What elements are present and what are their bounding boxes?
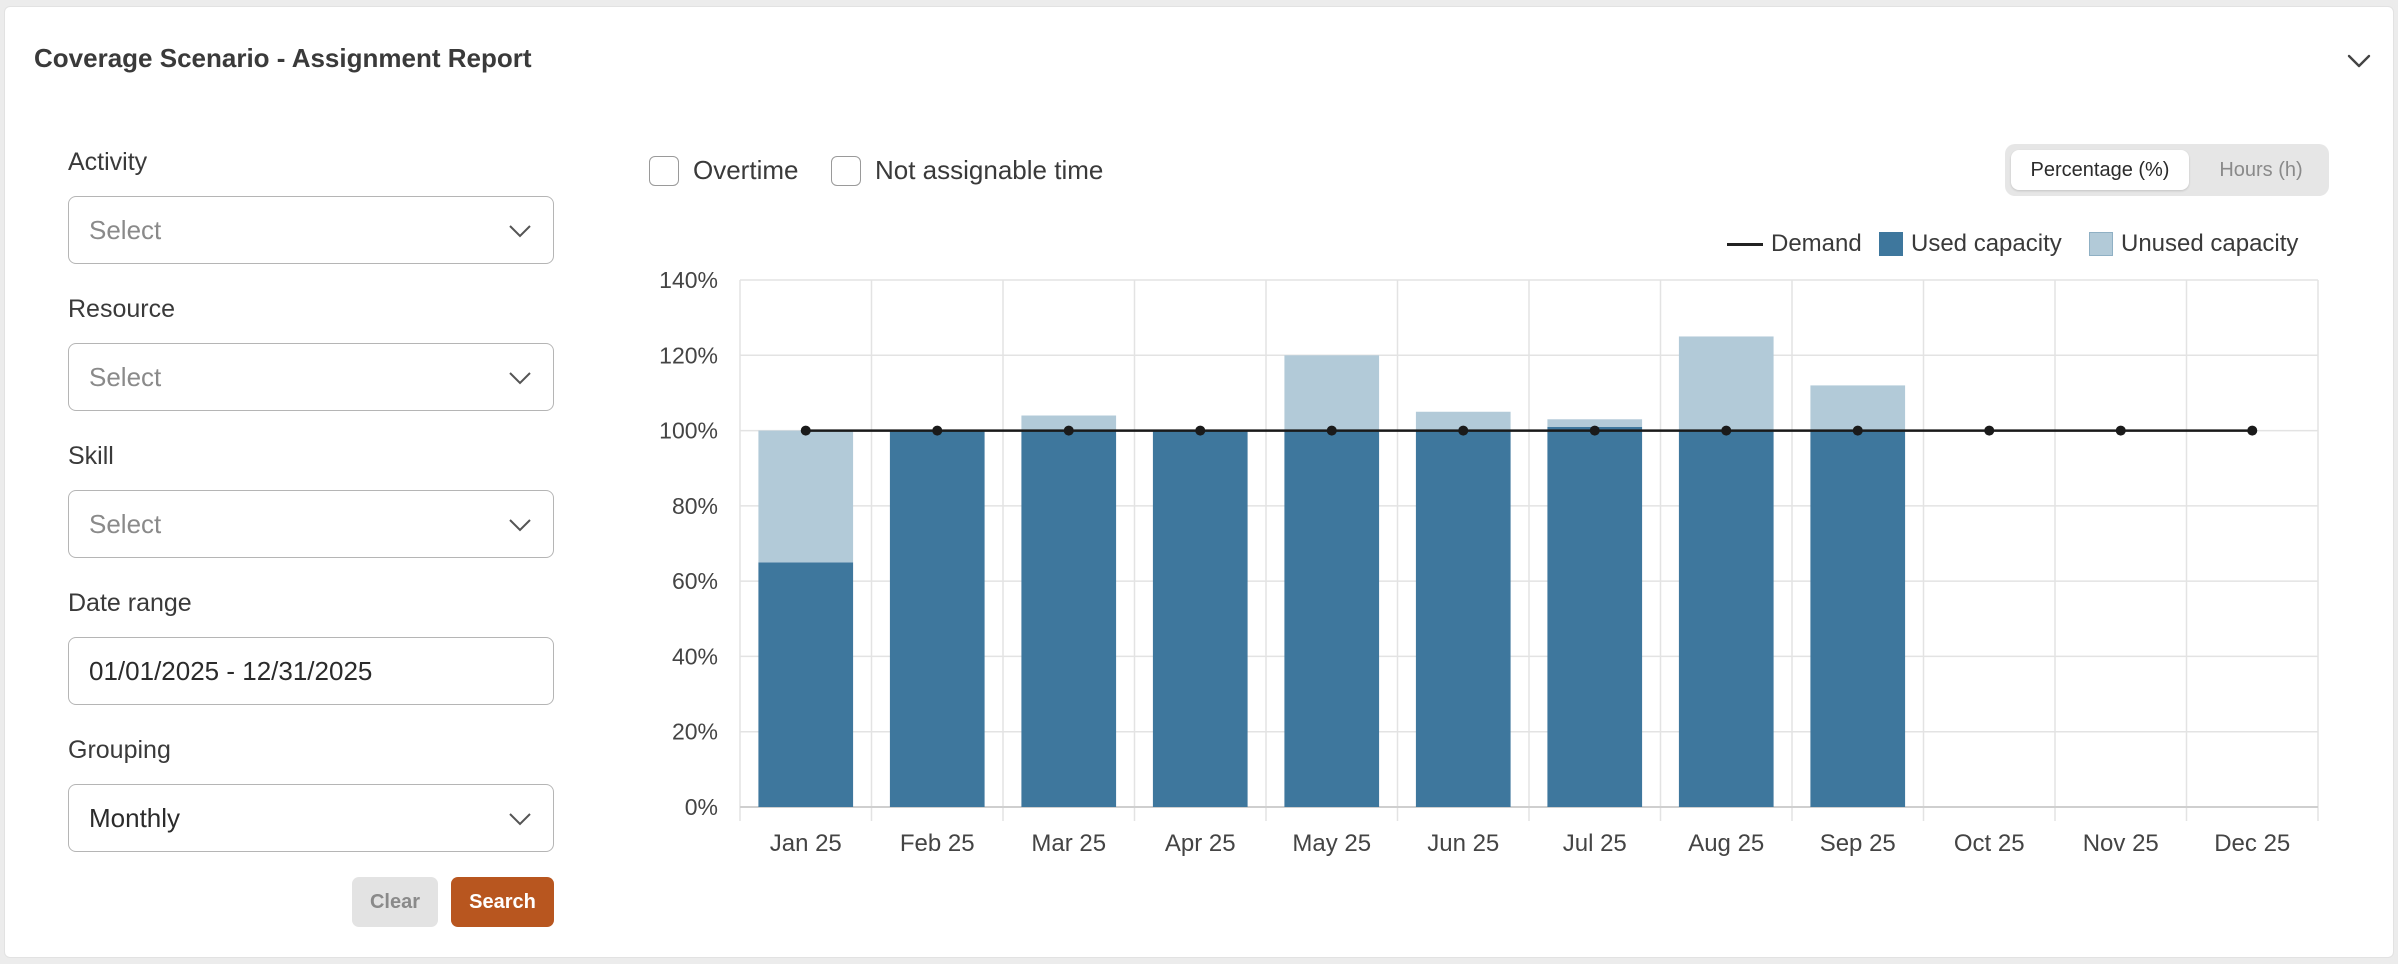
- date-range-input[interactable]: 01/01/2025 - 12/31/2025: [68, 637, 554, 705]
- legend-unused[interactable]: Unused capacity: [2089, 230, 2298, 258]
- bar-unused-capacity[interactable]: [1284, 355, 1380, 431]
- grouping-label: Grouping: [68, 736, 171, 764]
- chevron-down-icon: [509, 813, 531, 826]
- skill-select[interactable]: Select: [68, 490, 554, 558]
- report-title: Coverage Scenario - Assignment Report: [34, 43, 532, 73]
- skill-label: Skill: [68, 442, 114, 470]
- demand-point[interactable]: [932, 425, 943, 436]
- y-tick-label: 40%: [672, 643, 718, 669]
- legend-used-label: Used capacity: [1911, 230, 2062, 257]
- x-tick-label: Jan 25: [770, 830, 842, 857]
- unit-toggle: Percentage (%) Hours (h): [2005, 144, 2329, 196]
- chevron-down-icon: [2347, 54, 2371, 68]
- legend-used[interactable]: Used capacity: [1879, 230, 2062, 258]
- demand-point[interactable]: [2247, 425, 2258, 436]
- bar-unused-capacity[interactable]: [1810, 385, 1906, 431]
- resource-select[interactable]: Select: [68, 343, 554, 411]
- x-tick-label: Dec 25: [2214, 830, 2290, 857]
- demand-swatch: [1727, 242, 1763, 246]
- checkbox-box[interactable]: [831, 155, 861, 186]
- unused-swatch: [2089, 232, 2113, 256]
- chevron-down-icon: [509, 519, 531, 532]
- bar-used-capacity[interactable]: [1152, 430, 1248, 807]
- bar-used-capacity[interactable]: [1415, 430, 1511, 807]
- y-tick-label: 120%: [659, 342, 718, 368]
- demand-point[interactable]: [1721, 425, 1732, 436]
- y-tick-label: 100%: [659, 418, 718, 444]
- resource-placeholder: Select: [89, 362, 162, 392]
- hours-toggle-option[interactable]: Hours (h): [2219, 159, 2303, 181]
- demand-point[interactable]: [1589, 425, 1600, 436]
- x-tick-label: Nov 25: [2083, 830, 2159, 857]
- demand-point[interactable]: [1852, 425, 1863, 436]
- legend-unused-label: Unused capacity: [2121, 230, 2299, 257]
- y-tick-label: 80%: [672, 493, 718, 519]
- x-tick-label: Jul 25: [1563, 830, 1627, 857]
- bar-used-capacity[interactable]: [1547, 426, 1643, 807]
- checkbox-box[interactable]: [649, 155, 679, 186]
- activity-placeholder: Select: [89, 215, 162, 245]
- legend-demand[interactable]: Demand: [1727, 230, 1862, 258]
- x-tick-label: Jun 25: [1427, 830, 1499, 857]
- demand-point[interactable]: [2115, 425, 2126, 436]
- x-tick-label: Aug 25: [1688, 830, 1764, 857]
- date-range-value: 01/01/2025 - 12/31/2025: [89, 656, 373, 686]
- x-tick-label: Sep 25: [1820, 830, 1896, 857]
- demand-point[interactable]: [800, 425, 811, 436]
- x-tick-label: Mar 25: [1031, 830, 1106, 857]
- used-swatch: [1879, 232, 1903, 256]
- collapse-button[interactable]: [2341, 43, 2377, 79]
- demand-point[interactable]: [1458, 425, 1469, 436]
- overtime-checkbox[interactable]: Overtime: [649, 155, 798, 186]
- demand-point[interactable]: [1063, 425, 1074, 436]
- bar-unused-capacity[interactable]: [1678, 336, 1774, 431]
- grouping-select[interactable]: Monthly: [68, 784, 554, 852]
- bar-unused-capacity[interactable]: [1547, 419, 1643, 427]
- bar-unused-capacity[interactable]: [758, 430, 854, 563]
- legend-demand-label: Demand: [1771, 230, 1862, 257]
- y-tick-label: 60%: [672, 568, 718, 594]
- percentage-toggle-option[interactable]: Percentage (%): [2011, 150, 2189, 190]
- bar-unused-capacity[interactable]: [1021, 415, 1117, 431]
- chevron-down-icon: [509, 225, 531, 238]
- chevron-down-icon: [509, 372, 531, 385]
- x-tick-label: Oct 25: [1954, 830, 2025, 857]
- bar-used-capacity[interactable]: [1810, 430, 1906, 807]
- bar-used-capacity[interactable]: [889, 430, 985, 807]
- bar-unused-capacity[interactable]: [1415, 411, 1511, 431]
- demand-point[interactable]: [1984, 425, 1995, 436]
- activity-select[interactable]: Select: [68, 196, 554, 264]
- y-tick-label: 20%: [672, 719, 718, 745]
- overtime-label: Overtime: [693, 155, 799, 185]
- activity-label: Activity: [68, 148, 148, 176]
- resource-label: Resource: [68, 295, 175, 323]
- demand-point[interactable]: [1195, 425, 1206, 436]
- search-button[interactable]: Search: [451, 877, 554, 927]
- bar-used-capacity[interactable]: [758, 562, 854, 807]
- x-tick-label: Feb 25: [900, 830, 975, 857]
- date-range-label: Date range: [68, 589, 192, 617]
- not-assignable-label: Not assignable time: [875, 155, 1104, 185]
- y-tick-label: 0%: [685, 794, 718, 820]
- demand-point[interactable]: [1326, 425, 1337, 436]
- bar-used-capacity[interactable]: [1021, 430, 1117, 807]
- grouping-value: Monthly: [89, 803, 181, 833]
- clear-button[interactable]: Clear: [352, 877, 438, 927]
- x-tick-label: May 25: [1292, 830, 1371, 857]
- bar-used-capacity[interactable]: [1678, 430, 1774, 807]
- x-tick-label: Apr 25: [1165, 830, 1236, 857]
- bar-used-capacity[interactable]: [1284, 430, 1380, 807]
- not-assignable-checkbox[interactable]: Not assignable time: [831, 155, 1103, 186]
- y-tick-label: 140%: [659, 267, 718, 293]
- skill-placeholder: Select: [89, 509, 162, 539]
